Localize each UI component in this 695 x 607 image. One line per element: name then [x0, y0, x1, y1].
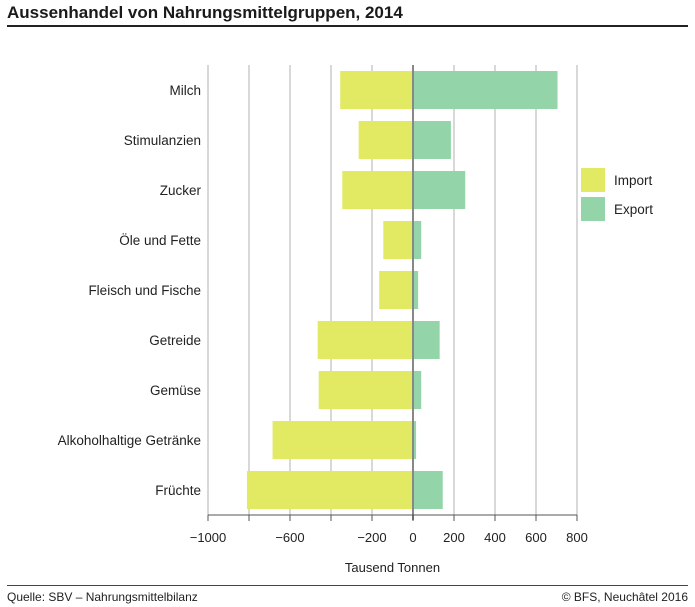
category-label: Stimulanzien: [124, 133, 201, 148]
category-label: Milch: [169, 83, 201, 98]
x-tick-label: 200: [443, 530, 465, 545]
export-bar: [413, 171, 466, 209]
title-rule: [7, 25, 688, 27]
legend-swatch-import: [581, 168, 605, 192]
category-label: Früchte: [155, 483, 201, 498]
category-label: Getreide: [149, 333, 201, 348]
bar-layer: [246, 71, 558, 509]
import-bar: [342, 171, 413, 209]
export-bar: [413, 321, 440, 359]
category-label: Öle und Fette: [119, 233, 201, 248]
category-label: Fleisch und Fische: [88, 283, 201, 298]
legend: Import Export: [581, 168, 653, 221]
category-label: Zucker: [160, 183, 202, 198]
axis-layer: −1000 −600 −200 0 200 400 600 800 Tausend Tonnen…: [58, 65, 588, 575]
x-tick-label: 600: [525, 530, 547, 545]
export-bar: [413, 371, 422, 409]
x-tick-label: −200: [357, 530, 386, 545]
footer-rule: [7, 585, 688, 586]
import-bar: [379, 271, 413, 309]
x-tick-label: −1000: [190, 530, 227, 545]
export-bar: [413, 221, 422, 259]
export-bar: [413, 471, 443, 509]
x-tick-label: −600: [275, 530, 304, 545]
category-label: Gemüse: [150, 383, 201, 398]
export-bar: [413, 271, 419, 309]
import-bar: [317, 321, 413, 359]
page-title: Aussenhandel von Nahrungsmittelgruppen, …: [7, 3, 403, 22]
import-bar: [358, 121, 413, 159]
import-bar: [340, 71, 413, 109]
x-tick-label: 0: [409, 530, 416, 545]
export-bar: [413, 421, 417, 459]
export-bar: [413, 121, 451, 159]
import-bar: [272, 421, 413, 459]
export-bar: [413, 71, 558, 109]
import-bar: [318, 371, 413, 409]
copyright-note: © BFS, Neuchâtel 2016: [561, 590, 688, 604]
import-bar: [246, 471, 413, 509]
x-tick-label: 400: [484, 530, 506, 545]
source-note: Quelle: SBV – Nahrungsmittelbilanz: [7, 590, 198, 604]
legend-swatch-export: [581, 197, 605, 221]
import-bar: [383, 221, 413, 259]
legend-label-import: Import: [614, 173, 653, 188]
x-tick-label: 800: [566, 530, 588, 545]
legend-label-export: Export: [614, 202, 653, 217]
x-axis-label: Tausend Tonnen: [345, 560, 440, 575]
category-label: Alkoholhaltige Getränke: [58, 433, 201, 448]
